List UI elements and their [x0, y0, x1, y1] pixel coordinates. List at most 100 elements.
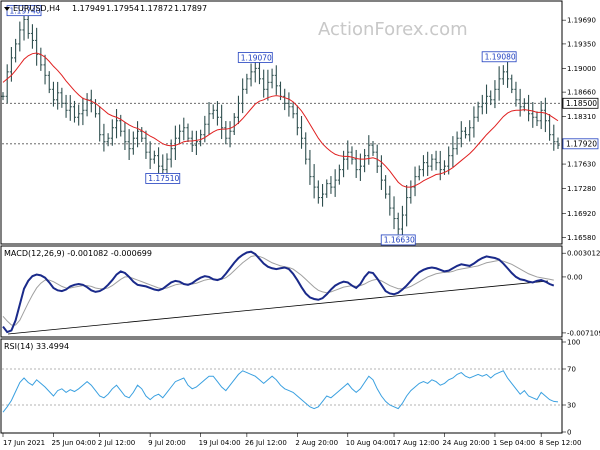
- price-bar: [413, 166, 417, 197]
- price-ohlc-0: 1.17949: [72, 4, 105, 13]
- price-bar: [547, 114, 552, 141]
- price-bar: [295, 105, 299, 136]
- price-annotation[interactable]: 1.17510: [145, 173, 181, 184]
- price-bar: [60, 87, 64, 108]
- x-tick-label: 17 Jun 2021: [3, 439, 45, 447]
- price-bar: [518, 88, 522, 117]
- price-bar: [505, 61, 510, 88]
- price-bar: [304, 132, 308, 165]
- price-annotation[interactable]: 1.19080: [481, 51, 517, 63]
- macd-tick-label: -0.007109: [567, 329, 600, 337]
- price-bar: [14, 38, 18, 63]
- price-bar: [140, 127, 144, 142]
- price-tick-label: 1.17630: [567, 161, 596, 169]
- macd-tick-label: 0.003012: [567, 250, 600, 258]
- price-bar: [556, 137, 560, 149]
- price-tick-label: 1.16920: [567, 210, 596, 218]
- price-annotation-label: 1.16630: [384, 236, 415, 245]
- price-bar: [531, 102, 535, 128]
- price-bar: [451, 136, 455, 167]
- price-bar: [56, 81, 60, 110]
- x-tick-label: 8 Sep 12:00: [539, 439, 581, 447]
- price-bar: [392, 196, 396, 230]
- price-bar: [114, 109, 119, 139]
- price-bar: [341, 150, 346, 178]
- price-tick-label: 1.16580: [567, 234, 596, 242]
- price-bar: [30, 24, 35, 49]
- price-bar: [405, 185, 409, 227]
- price-annotation[interactable]: 1.19070: [237, 52, 273, 63]
- price-bar: [232, 113, 236, 136]
- price-bar: [241, 78, 245, 114]
- price-bar: [127, 129, 131, 161]
- price-bar: [77, 104, 81, 126]
- price-annotation-label: 1.19740: [10, 6, 41, 15]
- price-bar: [501, 65, 505, 85]
- price-bar: [325, 179, 329, 198]
- price-tick-label: 1.17280: [567, 185, 596, 193]
- price-bar: [367, 135, 371, 165]
- price-bar: [131, 131, 135, 155]
- price-title-text: EURUSD,H4: [13, 4, 60, 13]
- price-bar: [64, 94, 68, 118]
- price-tag: 1.17920: [562, 138, 599, 150]
- price-bar: [177, 124, 182, 145]
- price-bar: [312, 164, 316, 199]
- price-annotation-label: 1.19070: [241, 53, 272, 62]
- price-bar: [26, 13, 30, 39]
- macd-trendline[interactable]: [7, 280, 549, 335]
- price-bar: [371, 141, 375, 156]
- price-bar: [194, 130, 199, 156]
- price-bar: [224, 121, 228, 145]
- macd-lines: [2, 250, 555, 334]
- price-bar: [476, 101, 480, 122]
- x-tick-label: 24 Aug 20:00: [442, 439, 489, 447]
- price-bar: [5, 64, 9, 104]
- moving-average-line: [2, 52, 559, 188]
- price-bar: [257, 62, 262, 85]
- price-bar: [426, 151, 430, 176]
- rsi-tick-label: 70: [567, 366, 576, 374]
- price-bar: [455, 131, 459, 155]
- price-tag-label: 1.17920: [566, 140, 597, 149]
- macd-title: MACD(12,26,9) -0.001082 -0.000699: [4, 249, 152, 258]
- price-ticks: 1.19690 1.19350 1.19000 1.18660 1.18310 1.176…: [562, 17, 596, 242]
- price-title: EURUSD,H4 1.17949 1.17954 1.17872 1.1789…: [4, 4, 207, 13]
- price-bar: [316, 180, 320, 204]
- price-bar: [526, 94, 531, 122]
- rsi-levels: [2, 368, 561, 406]
- price-bar: [119, 114, 123, 137]
- x-tick-label: 2 Aug 20:00: [295, 439, 338, 447]
- price-bar: [47, 71, 51, 94]
- price-bar: [228, 121, 232, 148]
- price-bar: [552, 124, 556, 151]
- macd-ticks: 0.003012 0.00 -0.007109: [562, 250, 600, 337]
- price-tick-label: 1.19350: [567, 40, 596, 48]
- price-bar: [199, 129, 203, 147]
- x-tick-label: 1 Sep 04:00: [493, 439, 535, 447]
- price-bar: [182, 117, 186, 141]
- price-bar: [173, 125, 177, 161]
- price-bar: [438, 150, 442, 181]
- price-bar: [337, 164, 341, 185]
- price-bar: [493, 80, 497, 109]
- price-bar: [459, 121, 463, 148]
- price-tick-label: 1.19690: [567, 17, 596, 25]
- price-bar: [135, 121, 140, 148]
- price-annotation-label: 1.19080: [485, 53, 516, 62]
- price-bar: [211, 104, 215, 120]
- price-bar: [472, 106, 476, 138]
- price-bar: [539, 101, 543, 130]
- rsi-tick-label: 30: [567, 402, 576, 410]
- price-bar: [102, 123, 106, 152]
- price-bar: [354, 149, 358, 178]
- dropdown-triangle-icon[interactable]: [4, 7, 10, 11]
- x-tick-label: 19 Jul 04:00: [199, 439, 241, 447]
- price-bar: [249, 63, 253, 87]
- price-annotation[interactable]: 1.16630: [380, 234, 416, 246]
- price-bar: [68, 95, 72, 121]
- price-bar: [270, 68, 274, 89]
- price-tags: 1.18500 1.17920: [562, 97, 599, 150]
- price-bar: [287, 92, 291, 117]
